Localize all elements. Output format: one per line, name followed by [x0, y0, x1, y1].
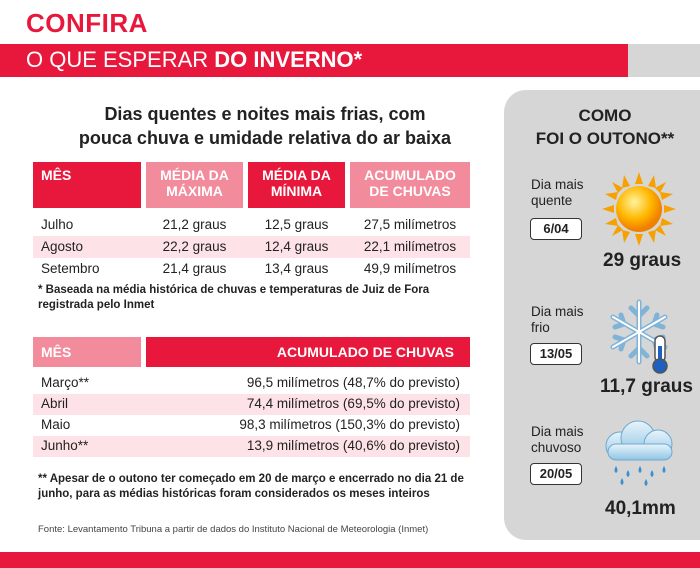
hot-day-label: Dia mais quente	[531, 177, 584, 209]
cell-min: 13,4 graus	[264, 261, 329, 276]
cell-mes: Março**	[41, 375, 90, 390]
hot-day-value: 29 graus	[603, 250, 682, 271]
autumn-rain-table: MÊS ACUMULADO DE CHUVAS Março** 96,5 mil…	[33, 337, 470, 457]
cell-max: 22,2 graus	[162, 239, 227, 254]
cold-day-label: Dia mais frio	[531, 304, 584, 336]
cell-mes: Abril	[41, 396, 69, 411]
bottom-bar	[0, 552, 700, 568]
cell-mes: Maio	[41, 417, 71, 432]
header-mes: MÊS	[33, 337, 141, 367]
panel-title-line-2: FOI O OUTONO**	[535, 129, 675, 148]
header-acc-line-1: ACUMULADO	[364, 167, 456, 183]
header-max-line-1: MÉDIA DA	[160, 167, 229, 183]
sun-icon	[602, 172, 676, 246]
table-row: Agosto 22,2 graus 12,4 graus 22,1 milíme…	[33, 236, 470, 258]
cell-acc: 22,1 milímetros	[363, 239, 457, 254]
cell-acc: 27,5 milímetros	[363, 217, 457, 232]
cold-label-line-2: frio	[531, 320, 550, 335]
hot-day-date: 6/04	[530, 218, 582, 240]
header-media-maxima: MÉDIA DA MÁXIMA	[146, 162, 243, 208]
cell-acc: 13,9 milímetros (40,6% do previsto)	[246, 438, 460, 453]
rainy-day-date: 20/05	[530, 463, 582, 485]
header-max-line-2: MÁXIMA	[166, 183, 223, 199]
banner-gray-tab	[628, 44, 700, 77]
table-row: Junho** 13,9 milímetros (40,6% do previs…	[33, 436, 470, 457]
header-min-line-1: MÉDIA DA	[262, 167, 331, 183]
table-row: Abril 74,4 milímetros (69,5% do previsto…	[33, 394, 470, 415]
banner-title-prefix: O QUE ESPERAR	[26, 47, 215, 72]
table-row: Março** 96,5 milímetros (48,7% do previs…	[33, 373, 470, 394]
rainy-label-line-1: Dia mais	[531, 424, 584, 439]
header-acumulado: ACUMULADO DE CHUVAS	[350, 162, 470, 208]
cell-max: 21,2 graus	[162, 217, 227, 232]
cell-acc: 74,4 milímetros (69,5% do previsto)	[246, 396, 460, 411]
banner-title-bold: DO INVERNO*	[214, 47, 363, 72]
headline-line-2: pouca chuva e umidade relativa do ar bai…	[78, 128, 452, 148]
cell-mes: Junho**	[41, 438, 89, 453]
banner-title: O QUE ESPERAR DO INVERNO*	[26, 47, 362, 73]
cold-day-date: 13/05	[530, 343, 582, 365]
cell-min: 12,4 graus	[264, 239, 329, 254]
source-note: Fonte: Levantamento Tribuna a partir de …	[38, 524, 429, 535]
table-header: MÊS ACUMULADO DE CHUVAS	[33, 337, 470, 367]
rain-cloud-icon	[605, 420, 673, 486]
panel-title-line-1: COMO	[578, 106, 632, 125]
header-acumulado-chuvas: ACUMULADO DE CHUVAS	[146, 337, 470, 367]
rainy-label-line-2: chuvoso	[531, 440, 582, 455]
table-row: Setembro 21,4 graus 13,4 graus 49,9 milí…	[33, 258, 470, 280]
header-mes: MÊS	[33, 162, 141, 208]
cell-acc: 98,3 milímetros (150,3% do previsto)	[239, 417, 460, 432]
table-row: Maio 98,3 milímetros (150,3% do previsto…	[33, 415, 470, 436]
header-media-minima: MÉDIA DA MÍNIMA	[248, 162, 345, 208]
cell-max: 21,4 graus	[162, 261, 227, 276]
rainy-day-label: Dia mais chuvoso	[531, 424, 584, 456]
headline: Dias quentes e noites mais frias, com po…	[60, 102, 470, 150]
hot-label-line-2: quente	[531, 193, 573, 208]
footnote-2: ** Apesar de o outono ter começado em 20…	[38, 473, 464, 500]
panel-title: COMO FOI O OUTONO**	[510, 104, 700, 150]
cell-acc: 49,9 milímetros	[363, 261, 457, 276]
cell-min: 12,5 graus	[264, 217, 329, 232]
table-header: MÊS MÉDIA DA MÁXIMA MÉDIA DA MÍNIMA ACUMUL…	[33, 162, 470, 208]
title-banner	[0, 44, 700, 77]
footnote-1: * Baseada na média histórica de chuvas e…	[38, 284, 430, 311]
rainy-day-value: 40,1mm	[605, 498, 676, 519]
cold-label-line-1: Dia mais	[531, 304, 584, 319]
table-row: Julho 21,2 graus 12,5 graus 27,5 milímet…	[33, 214, 470, 236]
winter-forecast-table: MÊS MÉDIA DA MÁXIMA MÉDIA DA MÍNIMA ACUMUL…	[33, 162, 470, 280]
cell-acc: 96,5 milímetros (48,7% do previsto)	[246, 375, 460, 390]
headline-line-1: Dias quentes e noites mais frias, com	[104, 104, 426, 124]
header-acc-line-2: DE CHUVAS	[369, 183, 451, 199]
hot-label-line-1: Dia mais	[531, 177, 584, 192]
cell-mes: Setembro	[41, 261, 100, 276]
snowflake-thermometer-icon	[610, 299, 668, 374]
cold-day-value: 11,7 graus	[600, 376, 693, 397]
table-body: Março** 96,5 milímetros (48,7% do previs…	[33, 373, 470, 457]
cell-mes: Agosto	[41, 239, 84, 254]
kicker-title: CONFIRA	[26, 8, 148, 38]
cell-mes: Julho	[41, 217, 74, 232]
header-min-line-2: MÍNIMA	[270, 183, 323, 199]
